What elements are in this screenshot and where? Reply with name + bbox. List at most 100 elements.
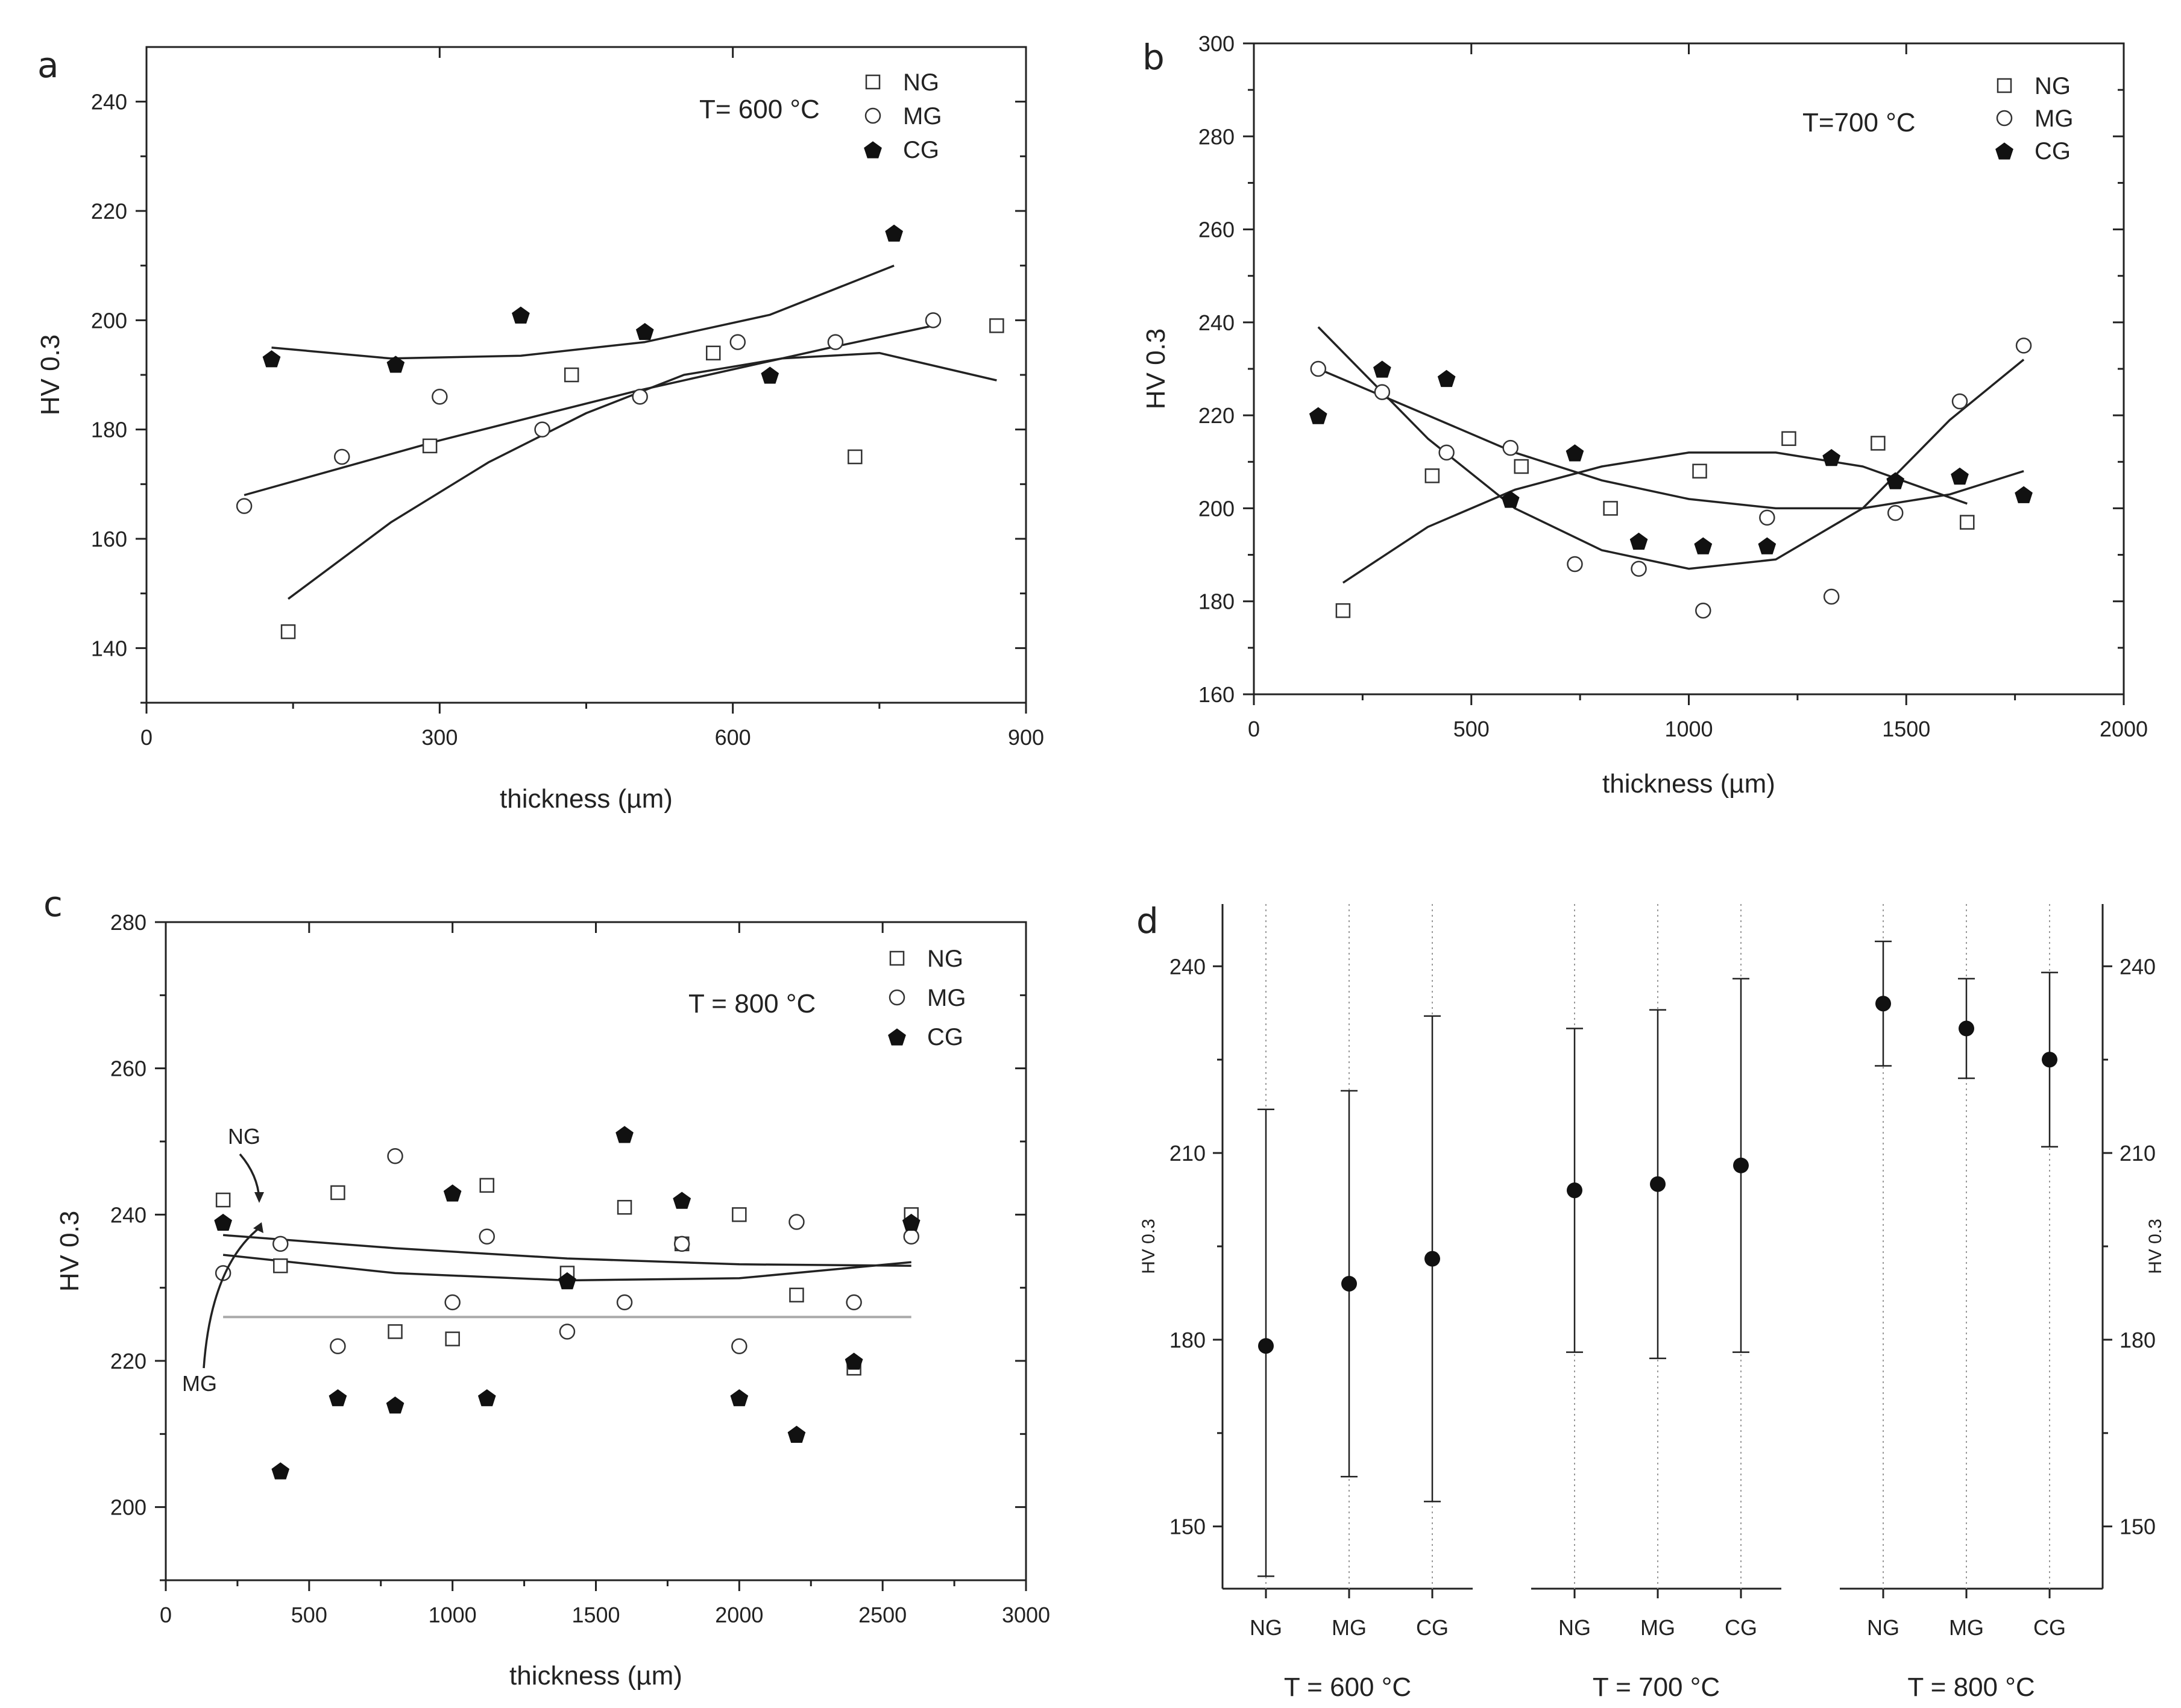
data-point-ng [564, 367, 579, 383]
x-tick-label: CG [1416, 1615, 1449, 1640]
data-point-ng [330, 1185, 345, 1201]
data-point-cg [1886, 472, 1905, 489]
data-point-mg [846, 1294, 862, 1311]
data-point-ng [1781, 431, 1796, 446]
data-point-cg [1566, 444, 1584, 462]
legend-marker-mg [889, 989, 905, 1006]
data-point-mg [330, 1338, 346, 1354]
y-tick-label: 260 [1198, 218, 1235, 242]
legend-label-ng: NG [903, 69, 939, 96]
data-point-mg [2015, 338, 2032, 354]
panel-label: b [1142, 37, 1165, 78]
data-point-mg [1631, 560, 1647, 577]
x-tick-label: 2500 [858, 1603, 907, 1627]
y-tick-label-right: 180 [2120, 1328, 2156, 1352]
data-point-cg [1309, 407, 1327, 424]
x-tick-label: NG [1558, 1615, 1591, 1640]
plot-frame [165, 921, 1027, 1581]
panel-label: c [43, 884, 63, 925]
x-tick-label: 600 [715, 725, 751, 750]
data-point-cg [1373, 360, 1391, 378]
panel-label: d [1136, 900, 1159, 941]
data-point-cg [615, 1126, 634, 1143]
callout-mg: MG [182, 1371, 217, 1396]
x-tick-label: 1000 [1664, 717, 1713, 741]
group-label: T = 800 °C [1907, 1672, 2035, 1702]
data-point-mg [1695, 602, 1711, 619]
data-point-mg [1951, 393, 1968, 410]
y-tick-label: 140 [91, 636, 127, 661]
fit-line-mg [1317, 326, 2025, 570]
data-point-ng [705, 345, 721, 360]
x-tick-label: 500 [291, 1603, 327, 1627]
data-point-cg [386, 356, 405, 373]
plot-frame [145, 46, 1027, 704]
mean-point-mg [1650, 1176, 1666, 1192]
fit-line-mg [244, 324, 934, 497]
callout-arrowhead-mg [253, 1222, 263, 1233]
panel-d: d 150 150 180 180 210 210 240 240 HV 0.3 HV 0.3 T =… [1136, 900, 2165, 1702]
data-point-cg [512, 306, 530, 324]
legend-label-ng: NG [2035, 73, 2071, 99]
data-point-cg [443, 1184, 462, 1202]
y-tick-label: 240 [1198, 310, 1235, 335]
y-tick-label-left: 210 [1169, 1141, 1206, 1166]
data-point-mg [387, 1148, 403, 1164]
y-tick-label: 200 [91, 308, 127, 333]
fit-line-cg [271, 265, 895, 360]
data-point-cg [730, 1389, 749, 1407]
x-tick-label: 2000 [2100, 717, 2148, 741]
data-point-cg [1629, 532, 1648, 550]
data-point-cg [845, 1352, 863, 1370]
y-axis-label: HV 0.3 [36, 334, 65, 416]
y-axis-label-left: HV 0.3 [1139, 1219, 1159, 1274]
data-point-mg [1759, 509, 1775, 526]
data-point-cg [1951, 467, 1969, 485]
legend-label-mg: MG [2035, 105, 2073, 132]
data-point-mg [559, 1323, 576, 1340]
x-tick-label: 2000 [715, 1603, 763, 1627]
data-point-mg [1567, 556, 1583, 573]
x-tick-label: NG [1867, 1615, 1899, 1640]
data-point-ng [1871, 436, 1886, 451]
data-point-ng [479, 1178, 494, 1193]
data-point-ng [1424, 468, 1440, 483]
legend-marker-ng [1997, 78, 2012, 93]
data-point-cg [885, 224, 903, 242]
data-point-cg [787, 1425, 806, 1443]
y-tick-label: 200 [1198, 496, 1235, 521]
y-axis-label: HV 0.3 [1141, 328, 1171, 410]
x-tick-label: 500 [1453, 717, 1490, 741]
mean-point-cg [1424, 1251, 1440, 1267]
x-tick-label: MG [1640, 1615, 1675, 1640]
data-point-ng [388, 1324, 403, 1339]
x-axis-label: thickness (µm) [1602, 769, 1775, 799]
data-point-cg [271, 1462, 290, 1480]
mean-point-mg [1959, 1020, 1974, 1037]
legend-marker-cg [888, 1028, 906, 1046]
x-tick-label: 1500 [1882, 717, 1930, 741]
callout-arrow-mg [203, 1226, 262, 1369]
fit-line-ng [1342, 451, 1968, 584]
data-point-mg [1374, 384, 1391, 400]
legend-label-mg: MG [927, 985, 966, 1011]
temperature-annotation: T= 600 °C [699, 95, 820, 124]
y-tick-label: 220 [1198, 403, 1235, 428]
x-tick-label: MG [1949, 1615, 1984, 1640]
panel-b: b 0 500 1000 1500 2000 160 180 200 220 240 260 280 30… [1141, 31, 2148, 799]
mean-point-ng [1258, 1338, 1274, 1354]
data-point-mg [616, 1294, 633, 1311]
y-axis-label: HV 0.3 [55, 1211, 84, 1292]
legend-marker-mg [1996, 110, 2013, 127]
legend-marker-cg [864, 141, 882, 159]
data-point-cg [1437, 369, 1456, 388]
mean-point-ng [1567, 1182, 1582, 1199]
data-point-mg [432, 389, 448, 405]
data-point-ng [1692, 463, 1707, 479]
data-point-cg [902, 1213, 921, 1231]
legend-label-ng: NG [927, 946, 963, 972]
callout-ng: NG [228, 1124, 260, 1149]
mean-point-ng [1875, 996, 1891, 1012]
legend-marker-mg [864, 107, 881, 124]
